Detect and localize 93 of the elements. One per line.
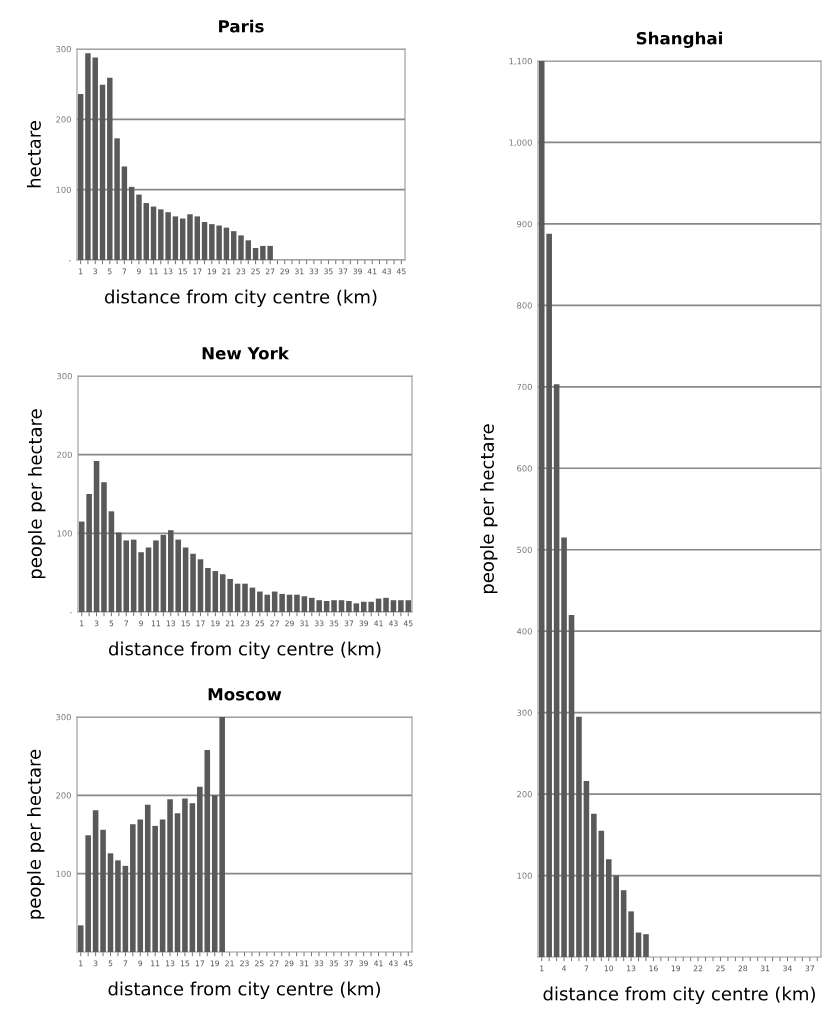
x-axis-title: distance from city centre (km) bbox=[105, 289, 377, 308]
bar bbox=[93, 460, 100, 612]
y-tick-label: - bbox=[68, 260, 72, 262]
bar bbox=[174, 813, 181, 952]
bar bbox=[201, 222, 208, 260]
bar bbox=[92, 810, 99, 952]
bar bbox=[301, 596, 308, 612]
chart-title: Shanghai bbox=[636, 31, 722, 48]
bar bbox=[620, 890, 627, 957]
y-tick-label: 200 bbox=[56, 116, 71, 123]
bar bbox=[160, 534, 167, 612]
bar bbox=[197, 559, 204, 612]
y-tick-label: 1,100 bbox=[509, 57, 532, 66]
bar bbox=[405, 600, 412, 612]
bar bbox=[245, 240, 252, 260]
y-tick-label: 100 bbox=[56, 186, 71, 193]
bar bbox=[121, 166, 128, 260]
bar bbox=[643, 934, 649, 957]
y-tick-label: 800 bbox=[517, 302, 532, 309]
bar bbox=[583, 781, 590, 957]
bar bbox=[179, 218, 186, 260]
bar bbox=[190, 553, 196, 612]
y-axis-title: people per hectare bbox=[26, 749, 45, 919]
y-axis-title: people per hectare bbox=[27, 409, 46, 579]
bar bbox=[331, 600, 337, 612]
bar bbox=[167, 799, 173, 952]
bar bbox=[212, 571, 219, 612]
bar bbox=[294, 594, 300, 612]
bar bbox=[182, 798, 188, 952]
x-axis-title: distance from city centre (km) bbox=[109, 641, 381, 660]
chart-title: New York bbox=[202, 346, 290, 360]
y-tick-label: 100 bbox=[57, 530, 72, 537]
chart-title: Moscow bbox=[208, 688, 282, 701]
y-axis-title: people per hectare bbox=[480, 424, 498, 594]
x-axis-title: distance from city centre (km) bbox=[108, 981, 380, 1000]
bar bbox=[205, 567, 211, 612]
bar bbox=[353, 603, 360, 612]
bar bbox=[145, 547, 152, 612]
y-tick-label: 300 bbox=[56, 45, 71, 53]
bar bbox=[77, 94, 84, 260]
bar bbox=[128, 186, 135, 260]
bar bbox=[398, 600, 404, 612]
y-tick-label: 300 bbox=[56, 713, 71, 721]
bar bbox=[346, 600, 352, 612]
bar bbox=[138, 552, 144, 612]
bar bbox=[143, 203, 149, 260]
bar bbox=[115, 860, 121, 952]
y-tick-label: 300 bbox=[517, 709, 532, 716]
bar bbox=[189, 803, 196, 952]
bar bbox=[172, 216, 179, 260]
y-tick-label: 400 bbox=[516, 628, 532, 635]
bar bbox=[153, 540, 159, 612]
bar bbox=[150, 206, 157, 260]
y-tick-label: 600 bbox=[517, 465, 532, 472]
bar bbox=[187, 214, 193, 260]
bar bbox=[591, 813, 597, 957]
bar bbox=[252, 248, 259, 260]
bar bbox=[628, 911, 634, 957]
chart-title: Paris bbox=[219, 19, 264, 33]
y-tick-label: 900 bbox=[517, 220, 532, 228]
y-axis-title: hectare bbox=[26, 121, 41, 188]
bar bbox=[100, 829, 106, 952]
y-tick-label: 1,000 bbox=[509, 139, 532, 147]
y-tick-label: - bbox=[69, 612, 73, 614]
y-tick-label: 200 bbox=[57, 451, 72, 458]
bar bbox=[242, 583, 248, 612]
y-tick-label: 100 bbox=[56, 870, 71, 877]
x-axis-title: distance from city centre (km) bbox=[543, 986, 815, 1005]
bar bbox=[338, 600, 345, 612]
bar bbox=[279, 593, 285, 612]
bar bbox=[576, 716, 582, 957]
bar bbox=[182, 547, 189, 612]
bar bbox=[230, 231, 237, 260]
bar bbox=[238, 235, 244, 260]
bar bbox=[99, 84, 106, 260]
bar bbox=[383, 597, 389, 612]
bar bbox=[107, 853, 114, 952]
bar bbox=[108, 511, 115, 612]
y-tick-label: 100 bbox=[517, 872, 532, 879]
bar bbox=[194, 216, 200, 260]
y-tick-label: 500 bbox=[517, 546, 532, 554]
bar bbox=[136, 194, 142, 260]
bar bbox=[390, 600, 397, 612]
y-tick-label: 300 bbox=[57, 372, 72, 380]
y-tick-label: 200 bbox=[56, 792, 71, 799]
bar bbox=[223, 227, 230, 260]
bar bbox=[553, 384, 560, 957]
bar bbox=[561, 537, 567, 957]
bar bbox=[101, 482, 107, 612]
y-tick-label: 700 bbox=[517, 383, 532, 391]
bar bbox=[323, 600, 330, 612]
y-tick-label: 200 bbox=[517, 791, 532, 798]
bar bbox=[86, 494, 92, 612]
